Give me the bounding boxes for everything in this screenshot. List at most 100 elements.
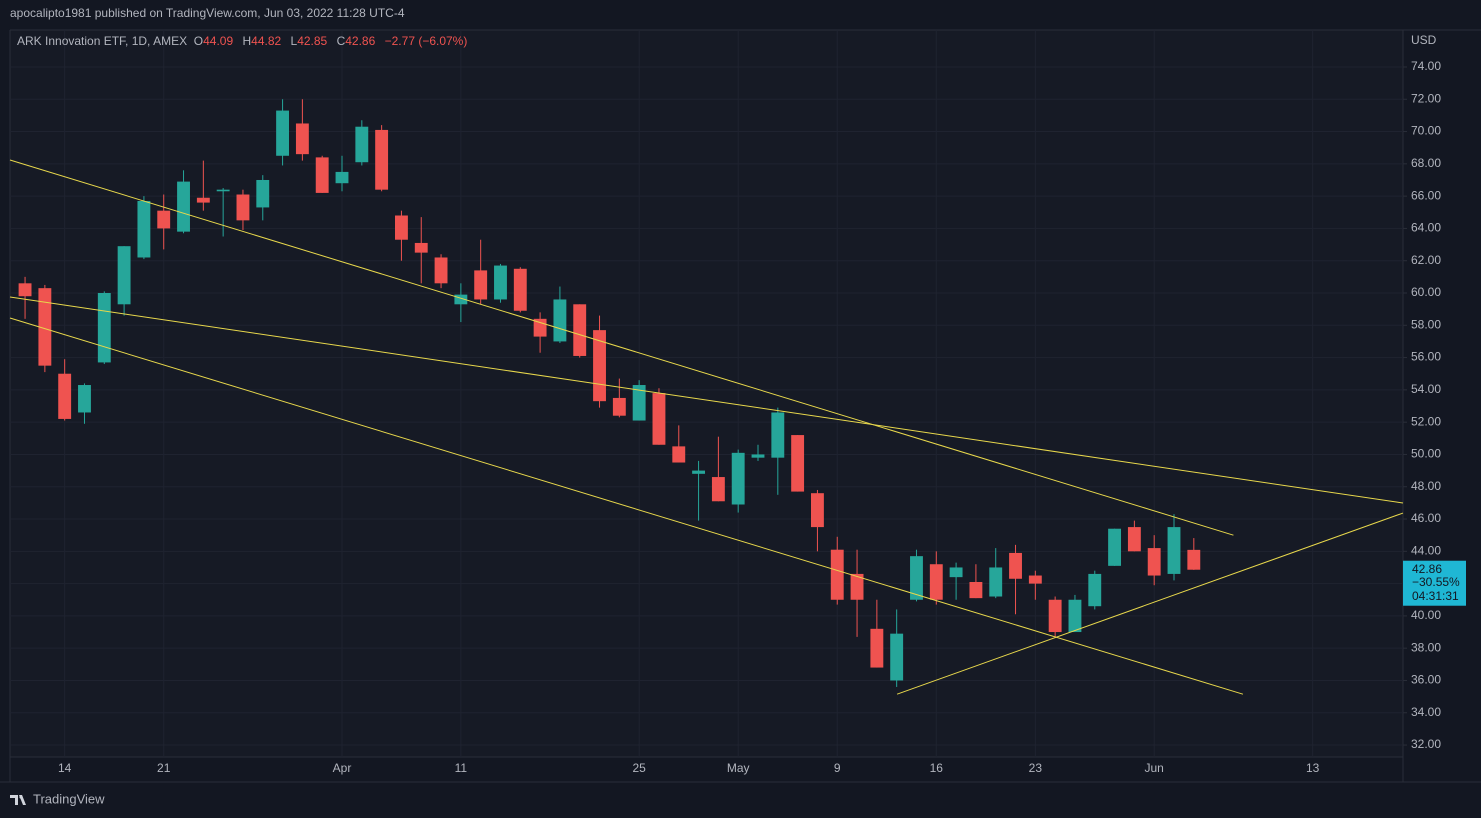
candle-body [711, 477, 725, 502]
candle-body [692, 470, 706, 474]
candle-body [989, 567, 1003, 597]
candle-body [1187, 549, 1201, 570]
candle-body [196, 197, 210, 203]
x-tick-label: 9 [834, 761, 841, 775]
trendline [896, 512, 1404, 695]
trendline [9, 296, 1404, 504]
y-tick-label: 36.00 [1411, 673, 1441, 687]
candle-body [375, 129, 389, 190]
ohlc-letter: O [193, 34, 204, 48]
candle-body [494, 265, 507, 300]
candle-body [1088, 573, 1102, 607]
ohlc-value: 42.86 [345, 34, 376, 48]
brand-logo [10, 795, 26, 805]
price-box-change: −30.55% [1412, 575, 1460, 589]
price-box-countdown: 04:31:31 [1412, 589, 1459, 603]
ohlc-letter: C [336, 34, 346, 48]
ohlc-letter: L [290, 34, 298, 48]
y-tick-label: 54.00 [1411, 382, 1441, 396]
brand-name: TradingView [33, 791, 105, 806]
candle-body [652, 393, 666, 445]
candle-body [513, 268, 527, 311]
y-tick-label: 74.00 [1411, 59, 1441, 73]
ohlc-value: 44.82 [251, 34, 282, 48]
currency-label: USD [1411, 33, 1437, 47]
y-tick-label: 58.00 [1411, 317, 1441, 331]
candle-body [335, 171, 349, 184]
trendline [9, 317, 1244, 695]
y-tick-label: 44.00 [1411, 543, 1441, 557]
ohlc-value: 42.85 [297, 34, 328, 48]
candle-body [553, 299, 567, 342]
candle-body [731, 452, 745, 505]
y-tick-label: 32.00 [1411, 737, 1441, 751]
x-tick-label: 16 [930, 761, 944, 775]
candle-body [236, 194, 250, 221]
y-tick-label: 72.00 [1411, 91, 1441, 105]
y-tick-label: 46.00 [1411, 511, 1441, 525]
x-tick-label: 25 [632, 761, 646, 775]
y-tick-label: 38.00 [1411, 640, 1441, 654]
candle-body [1167, 527, 1181, 574]
candle-body [355, 126, 369, 163]
candle-body [1068, 599, 1082, 633]
candle-body [474, 270, 488, 300]
y-tick-label: 40.00 [1411, 608, 1441, 622]
candle-body [1127, 527, 1141, 552]
candle-body [434, 257, 448, 284]
candle-body [295, 123, 309, 155]
candle-body [1028, 575, 1042, 584]
legend-header: ARK Innovation ETF, 1D, AMEX O44.09 H44.… [17, 34, 473, 48]
candle-body [751, 454, 765, 458]
price-box-price: 42.86 [1412, 562, 1442, 576]
published-text: apocalipto1981 published on TradingView.… [10, 6, 405, 20]
candle-body [394, 215, 408, 240]
y-tick-label: 48.00 [1411, 479, 1441, 493]
y-tick-label: 34.00 [1411, 705, 1441, 719]
candle-body [573, 304, 587, 356]
candle-body [632, 385, 646, 421]
candle-body [791, 435, 805, 492]
candle-body [117, 246, 131, 305]
x-tick-label: 14 [58, 761, 72, 775]
candle-body [97, 292, 111, 363]
candle-body [771, 412, 785, 458]
grid [10, 30, 1403, 757]
candle-body [216, 189, 230, 192]
x-tick-label: Apr [333, 761, 352, 775]
symbol-title: ARK Innovation ETF, 1D, AMEX [17, 34, 188, 48]
y-tick-label: 50.00 [1411, 447, 1441, 461]
candle-body [18, 283, 32, 297]
x-tick-label: Jun [1145, 761, 1164, 775]
y-tick-label: 62.00 [1411, 253, 1441, 267]
price-box: 42.86−30.55%04:31:31 [1403, 560, 1466, 606]
ohlc-value: 44.09 [203, 34, 234, 48]
candle-body [1009, 552, 1022, 579]
change-value: −2.77 (−6.07%) [384, 34, 468, 48]
candle-body [870, 628, 884, 668]
candle-body [1147, 548, 1161, 576]
candle-body [929, 564, 943, 600]
candle-body [137, 200, 151, 258]
x-tick-label: 13 [1306, 761, 1320, 775]
candle-body [910, 556, 923, 600]
x-tick-label: May [727, 761, 750, 775]
y-tick-label: 60.00 [1411, 285, 1441, 299]
candle-body [969, 581, 983, 599]
axis-labels: 32.0034.0036.0038.0040.0042.0044.0046.00… [58, 59, 1441, 775]
candle-body [177, 181, 190, 232]
y-tick-label: 66.00 [1411, 188, 1441, 202]
price-box-bg [1403, 560, 1466, 606]
y-tick-label: 52.00 [1411, 414, 1441, 428]
y-tick-label: 64.00 [1411, 221, 1441, 235]
candle-body [157, 210, 171, 229]
candle-body [830, 549, 844, 600]
candles [18, 99, 1201, 687]
plot-area [10, 30, 1403, 757]
ohlc-letter: H [242, 34, 252, 48]
candle-body [1048, 599, 1062, 633]
candle-body [276, 110, 290, 156]
candle-body [78, 385, 91, 413]
